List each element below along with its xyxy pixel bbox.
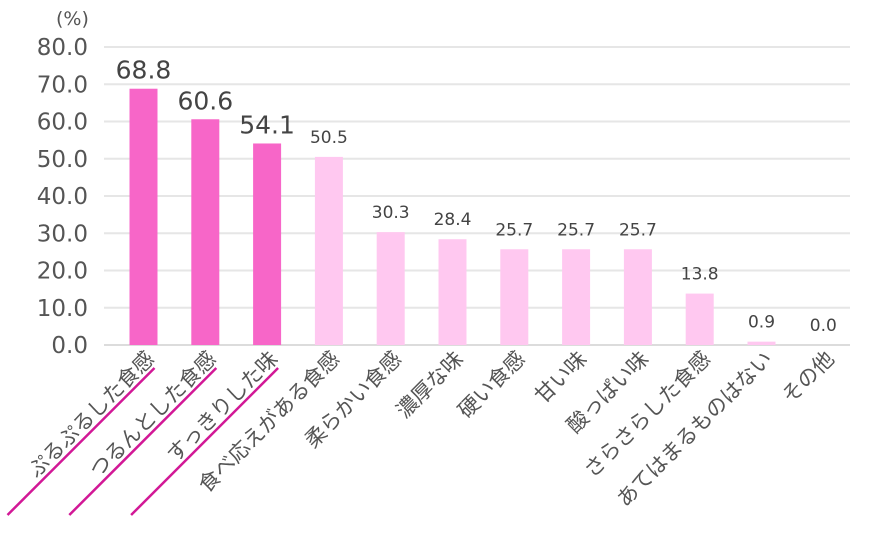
bar [500,249,529,345]
y-tick-label: 80.0 [37,35,88,61]
y-tick-label: 10.0 [37,296,88,322]
data-label: 13.8 [681,265,719,285]
x-tick-label: 濃厚な味 [392,347,468,423]
bar [314,156,343,345]
bar [191,119,220,345]
value-labels: 68.860.654.1 50.5 30.3 28.4 25.7 25.7 25.7 13.8… [116,56,837,336]
data-label: 68.8 [116,56,172,85]
y-tick-label: 40.0 [37,184,88,210]
bar [685,293,714,345]
x-tick-label: 硬い食感 [453,347,529,423]
bars [129,88,776,345]
y-tick-label: 0.0 [51,333,88,359]
data-label: 25.7 [495,220,533,240]
highlight-underline [68,367,218,516]
x-tick-label: すっきりした味 [162,347,282,467]
bar [747,341,776,345]
bar [376,232,405,345]
highlight-underline [6,367,156,516]
bar [438,239,467,345]
data-label: 25.7 [619,220,657,240]
y-tick-label: 50.0 [37,147,88,173]
y-axis: 0.0 10.0 20.0 30.0 40.0 50.0 60.0 70.0 80.0 [37,35,88,359]
y-unit-label: (%) [56,8,89,30]
bar [623,249,652,345]
data-label: 30.3 [372,203,410,223]
data-label: 0.9 [748,313,775,333]
bar [562,249,591,345]
bar [129,88,158,345]
y-tick-label: 30.0 [37,221,88,247]
y-tick-label: 60.0 [37,110,88,136]
y-tick-label: 20.0 [37,259,88,285]
data-label: 28.4 [434,210,472,230]
x-tick-label: その他 [777,347,839,409]
highlight-underline [130,367,279,516]
data-label: 25.7 [557,220,595,240]
grid-lines [104,46,850,346]
y-tick-label: 70.0 [37,72,88,98]
data-label: 0.0 [810,316,837,336]
x-tick-label: 甘い味 [530,347,592,409]
data-label: 50.5 [310,128,348,148]
data-label: 54.1 [239,110,295,139]
data-label: 60.6 [177,86,233,115]
x-axis: ぷるぷるした食感つるんとした食感すっきりした味食べ応えがある食感柔らかい食感濃厚… [6,347,839,516]
bar [253,143,282,345]
